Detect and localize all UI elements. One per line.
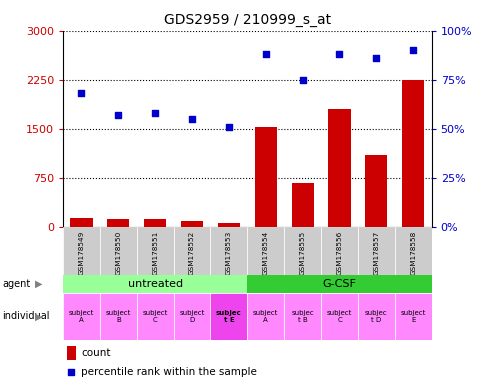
Bar: [210, 227, 247, 275]
Bar: [63, 227, 100, 275]
Point: [77, 90, 85, 96]
Bar: [181, 221, 203, 227]
Text: GSM178558: GSM178558: [409, 230, 415, 275]
Point: [188, 116, 196, 122]
Bar: [291, 183, 313, 227]
Point: [408, 47, 416, 53]
Bar: [144, 219, 166, 227]
Bar: [63, 293, 100, 340]
Point: [298, 77, 306, 83]
Text: individual: individual: [2, 311, 50, 321]
Bar: [70, 218, 92, 227]
Text: agent: agent: [2, 279, 30, 289]
Text: count: count: [81, 348, 111, 358]
Bar: [247, 227, 284, 275]
Bar: [401, 80, 424, 227]
Point: [67, 369, 75, 375]
Bar: [320, 293, 357, 340]
Bar: [136, 293, 173, 340]
Point: [372, 55, 379, 61]
Bar: [173, 227, 210, 275]
Point: [151, 110, 159, 116]
Text: GSM178550: GSM178550: [115, 230, 121, 275]
Text: percentile rank within the sample: percentile rank within the sample: [81, 367, 257, 377]
Text: untreated: untreated: [127, 279, 182, 289]
Text: G-CSF: G-CSF: [322, 279, 356, 289]
Text: GSM178555: GSM178555: [299, 230, 305, 275]
Text: GSM178557: GSM178557: [373, 230, 378, 275]
Bar: [394, 227, 431, 275]
Text: subject
E: subject E: [400, 310, 425, 323]
Bar: [100, 293, 136, 340]
Text: subject
A: subject A: [69, 310, 94, 323]
Text: subject
C: subject C: [142, 310, 167, 323]
Text: subject
A: subject A: [253, 310, 278, 323]
Bar: [210, 293, 247, 340]
Text: subjec
t E: subjec t E: [215, 310, 242, 323]
Bar: [394, 293, 431, 340]
Text: GSM178552: GSM178552: [189, 230, 195, 275]
Bar: [320, 227, 357, 275]
Bar: [67, 346, 76, 360]
Title: GDS2959 / 210999_s_at: GDS2959 / 210999_s_at: [164, 13, 330, 27]
Text: subject
D: subject D: [179, 310, 204, 323]
Text: ▶: ▶: [35, 311, 42, 321]
Point: [261, 51, 269, 57]
Bar: [357, 227, 394, 275]
Bar: [247, 275, 431, 293]
Bar: [284, 227, 320, 275]
Text: ▶: ▶: [35, 279, 42, 289]
Bar: [63, 275, 247, 293]
Bar: [107, 219, 129, 227]
Text: GSM178556: GSM178556: [336, 230, 342, 275]
Bar: [357, 293, 394, 340]
Text: GSM178554: GSM178554: [262, 230, 268, 275]
Bar: [100, 227, 136, 275]
Text: subject
B: subject B: [106, 310, 131, 323]
Text: GSM178551: GSM178551: [152, 230, 158, 275]
Point: [225, 124, 232, 130]
Text: GSM178553: GSM178553: [226, 230, 231, 275]
Text: subject
C: subject C: [326, 310, 351, 323]
Bar: [364, 155, 387, 227]
Bar: [136, 227, 173, 275]
Bar: [247, 293, 284, 340]
Bar: [217, 223, 240, 227]
Text: GSM178549: GSM178549: [78, 230, 84, 275]
Bar: [284, 293, 320, 340]
Text: subjec
t B: subjec t B: [291, 310, 313, 323]
Bar: [173, 293, 210, 340]
Point: [114, 112, 122, 118]
Bar: [328, 109, 350, 227]
Point: [335, 51, 343, 57]
Text: subjec
t D: subjec t D: [364, 310, 387, 323]
Bar: [254, 127, 276, 227]
